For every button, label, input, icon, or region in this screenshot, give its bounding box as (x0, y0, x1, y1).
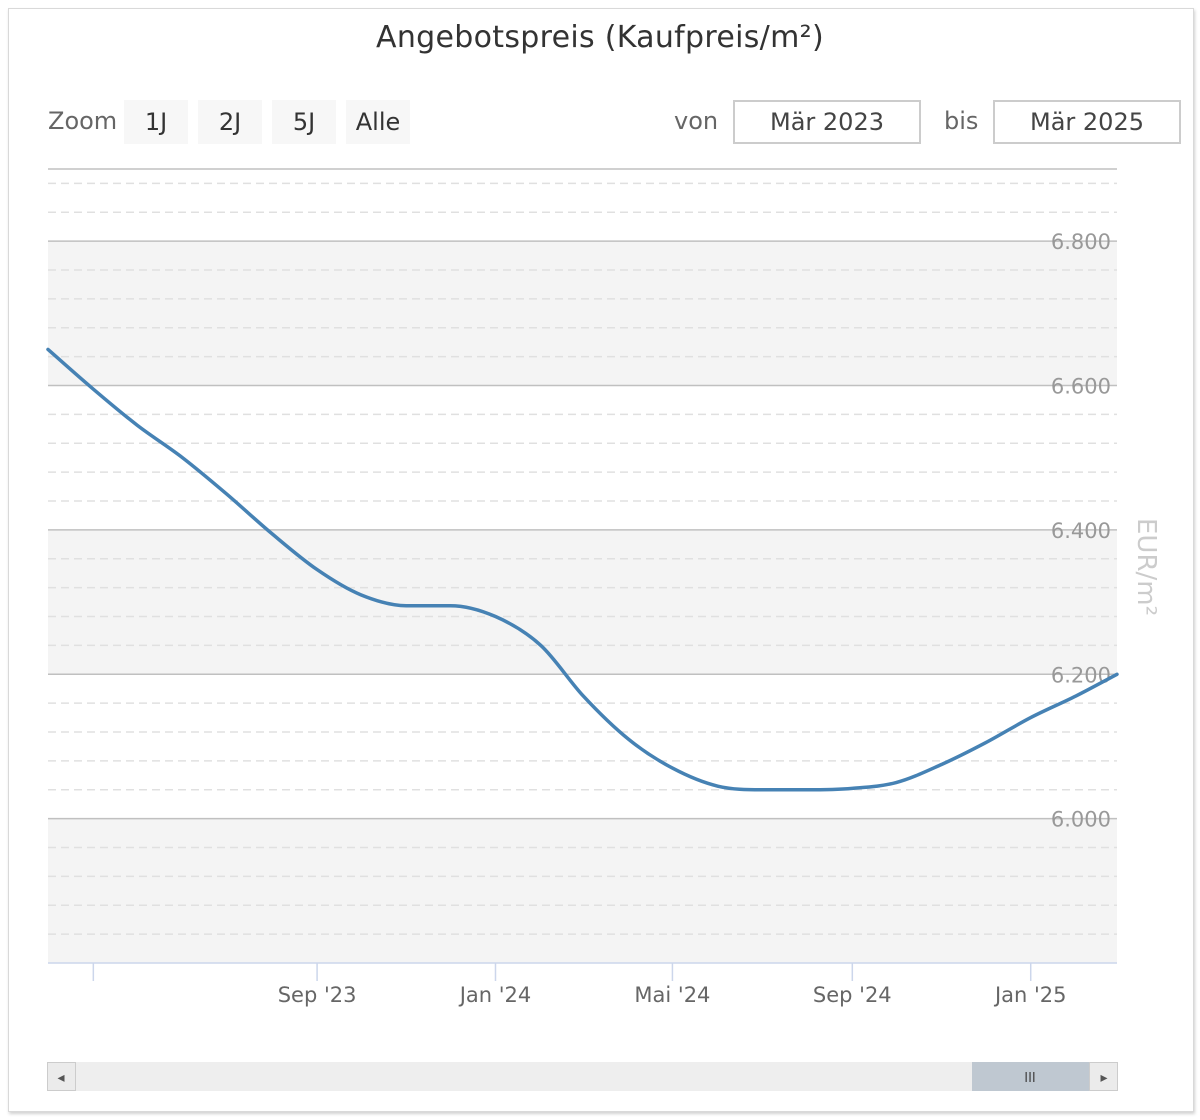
x-axis: Sep '23 Jan '24 Mai '24 Sep '24 Jan '25 (48, 962, 1117, 1007)
scroll-left-arrow-icon: ◂ (57, 1070, 64, 1086)
y-axis-title: EUR/m² (1131, 518, 1161, 616)
series-layer (46, 347, 1119, 792)
scrollbar-thumb[interactable] (972, 1062, 1089, 1091)
plot-band (48, 241, 1117, 386)
range-to-input[interactable]: Mär 2025 (993, 100, 1181, 144)
x-tick-label: Jan '25 (993, 983, 1067, 1007)
scroll-right-button[interactable] (1089, 1062, 1118, 1091)
x-tick-label: Mai '24 (634, 983, 710, 1007)
zoom-1j-button[interactable]: 1J (124, 100, 188, 144)
x-tick-label: Sep '23 (278, 983, 357, 1007)
zoom-alle-button[interactable]: Alle (346, 100, 410, 144)
plot-band (48, 529, 1117, 675)
chart-title: Angebotspreis (Kaufpreis/m²) (376, 20, 824, 55)
series-line (46, 347, 1119, 792)
zoom-5j-button[interactable]: 5J (272, 100, 336, 144)
range-from-input[interactable]: Mär 2023 (733, 100, 921, 144)
x-tick-label: Jan '24 (458, 983, 532, 1007)
navigator-scrollbar[interactable]: III ◂ ▸ (47, 1062, 1118, 1091)
scroll-left-button[interactable] (47, 1062, 76, 1091)
zoom-2j-button[interactable]: 2J (198, 100, 262, 144)
scrollbar-grip: III (1024, 1071, 1036, 1086)
y-tick-label: 6.800 (1051, 230, 1111, 254)
plot-band (48, 818, 1117, 963)
major-gridlines (48, 168, 1117, 820)
zoom-label: Zoom (48, 107, 118, 135)
y-tick-label: 6.000 (1051, 808, 1111, 832)
plot-bands (48, 241, 1117, 963)
scroll-right-arrow-icon: ▸ (1100, 1070, 1107, 1086)
scrollbar-track[interactable] (48, 1062, 1117, 1091)
minor-gridlines (48, 182, 1117, 935)
y-tick-label: 6.400 (1051, 519, 1111, 543)
y-tick-label: 6.600 (1051, 375, 1111, 399)
range-to-label: bis (944, 107, 979, 135)
range-from-label: von (674, 107, 719, 135)
x-tick-label: Sep '24 (813, 983, 892, 1007)
